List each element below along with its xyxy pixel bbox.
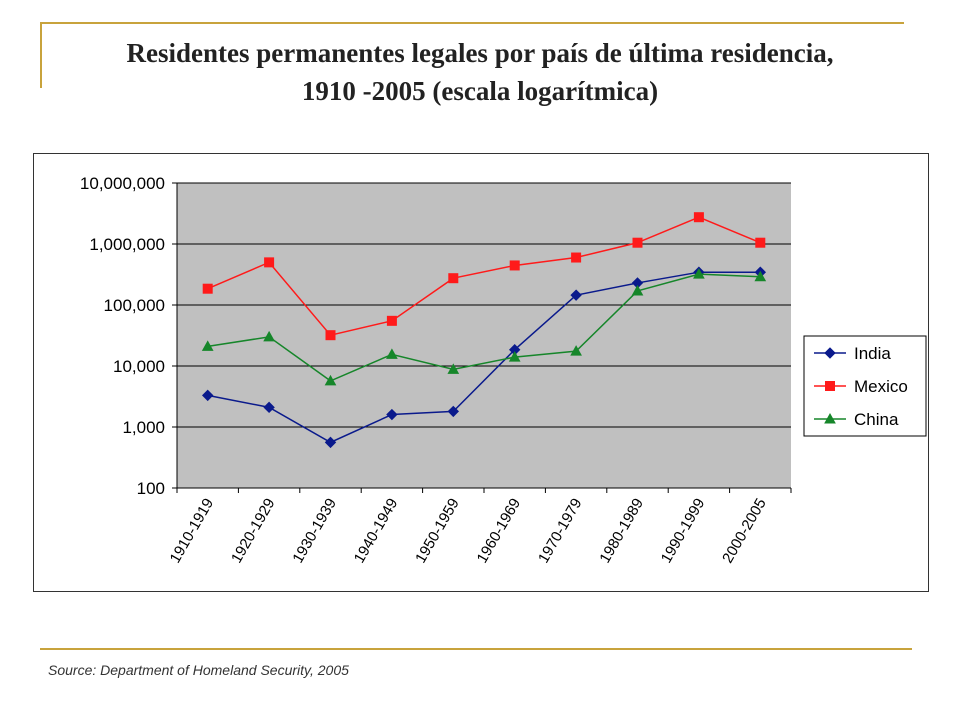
x-tick-label: 1940-1949 [351,496,402,567]
plot-area [177,183,791,488]
x-tick-label: 2000-2005 [719,496,770,567]
data-point-mexico [264,257,275,268]
series-line-china [207,273,761,382]
data-point-india [201,389,214,402]
data-point-india [447,405,460,418]
legend-label-mexico: Mexico [854,377,908,396]
x-tick-label: 1960-1969 [474,496,525,567]
legend-marker-india [824,347,836,359]
data-point-india [324,436,337,449]
x-tick-label: 1930-1939 [289,496,340,567]
data-point-mexico [509,260,520,271]
x-tick-label: 1980-1989 [596,496,647,567]
legend-label-india: India [854,344,891,363]
data-point-china [263,330,275,342]
data-point-china [386,348,398,359]
data-point-india [570,289,582,301]
data-point-mexico [632,237,643,248]
data-point-china [570,345,582,356]
title-accent-rule [40,22,904,24]
data-point-china [508,351,521,362]
series-line-mexico [207,216,761,337]
x-tick-label: 1990-1999 [658,496,709,567]
data-point-india [263,401,275,414]
x-tick-label: 1970-1979 [535,496,586,567]
series-line-india [207,271,761,444]
y-tick-label: 10,000,000 [80,174,165,193]
data-point-china [754,270,767,282]
data-point-mexico [693,212,704,223]
legend-marker-mexico [825,381,835,391]
legend-label-china: China [854,410,899,429]
page-title: Residentes permanentes legales por país … [50,34,910,110]
data-point-mexico [386,315,397,326]
y-tick-label: 1,000,000 [89,235,165,254]
data-point-china [201,340,214,351]
x-tick-label: 1920-1929 [228,496,279,567]
data-point-india [386,408,398,421]
source-note: Source: Department of Homeland Security,… [48,662,349,678]
data-point-mexico [325,330,336,341]
y-tick-label: 100,000 [104,296,165,315]
x-tick-label: 1910-1919 [167,496,218,567]
data-point-mexico [755,237,766,248]
data-point-china [631,284,644,296]
data-point-china [447,363,460,374]
title-line-2: 1910 -2005 (escala logarítmica) [301,76,659,106]
line-chart: 100 1,000 10,000 100,000 1,000,000 10,000,000… [80,174,927,567]
y-tick-label: 1,000 [122,418,165,437]
data-point-mexico [202,283,213,294]
legend-marker-china [824,412,836,424]
title-line-1: Residentes permanentes legales por país … [126,38,834,68]
data-point-china [693,268,705,279]
data-point-china [324,374,337,386]
y-tick-label: 100 [137,479,165,498]
chart-frame: 100 1,000 10,000 100,000 1,000,000 10,000,000… [33,153,929,592]
footer-accent-rule [40,648,912,650]
data-point-mexico [448,273,459,284]
x-tick-label: 1950-1959 [412,496,463,567]
data-point-mexico [571,252,582,263]
y-tick-label: 10,000 [113,357,165,376]
title-accent-rule-left [40,22,42,88]
